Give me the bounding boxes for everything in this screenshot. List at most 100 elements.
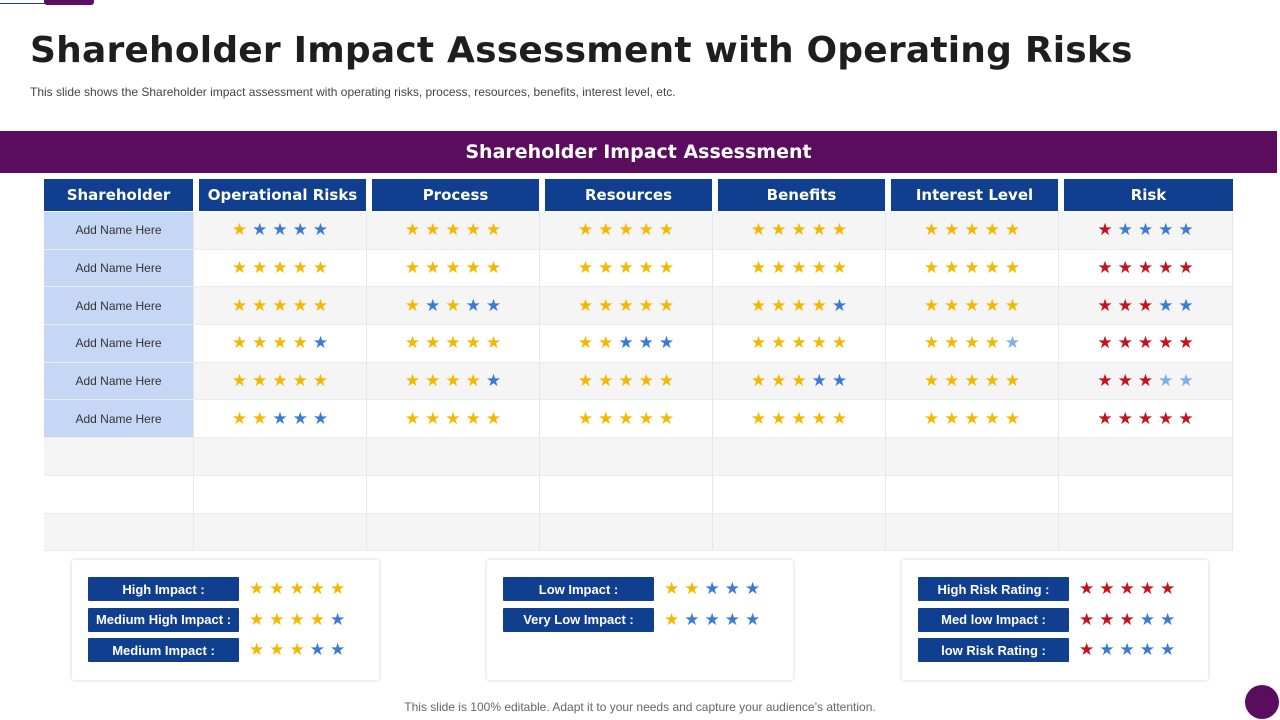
star-icon: ★ bbox=[1117, 258, 1138, 278]
legend-stars: ★★★★★ bbox=[1079, 610, 1180, 630]
shareholder-name[interactable]: Add Name Here bbox=[44, 325, 194, 362]
star-icon: ★ bbox=[984, 333, 1005, 353]
star-icon: ★ bbox=[964, 295, 985, 315]
star-icon: ★ bbox=[445, 295, 466, 315]
star-icon: ★ bbox=[1117, 408, 1138, 428]
star-icon: ★ bbox=[984, 258, 1005, 278]
shareholder-name[interactable]: Add Name Here bbox=[44, 287, 194, 325]
rating-cell: ★ ★ ★ ★ ★ bbox=[1059, 212, 1233, 249]
star-icon: ★ bbox=[1117, 371, 1138, 391]
star-icon: ★ bbox=[272, 408, 293, 428]
star-icon: ★ bbox=[704, 579, 725, 598]
table-row: Add Name Here ★ ★ ★ ★ ★ ★ ★ ★ ★ ★ ★ ★ ★ ★ ★ ★ ★ ★ ★ ★ ★ ★ ★ ★ ★ ★ ★… bbox=[44, 325, 1233, 363]
empty-cell bbox=[44, 513, 194, 551]
star-icon: ★ bbox=[944, 333, 965, 353]
rating-cell: ★ ★ ★ ★ ★ bbox=[713, 287, 886, 325]
star-icon: ★ bbox=[1117, 333, 1138, 353]
star-icon: ★ bbox=[638, 333, 659, 353]
star-icon: ★ bbox=[1079, 640, 1100, 659]
star-icon: ★ bbox=[771, 371, 792, 391]
star-icon: ★ bbox=[1099, 609, 1120, 629]
rating-cell: ★ ★ ★ ★ ★ bbox=[540, 362, 713, 400]
star-icon: ★ bbox=[923, 371, 945, 391]
star-icon: ★ bbox=[923, 333, 945, 353]
star-icon: ★ bbox=[791, 408, 812, 428]
star-icon: ★ bbox=[249, 609, 270, 629]
star-icon: ★ bbox=[1178, 371, 1199, 391]
rating-cell: ★ ★ ★ ★ ★ bbox=[1059, 400, 1233, 438]
star-icon: ★ bbox=[1119, 579, 1140, 598]
star-icon: ★ bbox=[831, 220, 853, 240]
star-icon: ★ bbox=[425, 258, 446, 278]
star-icon: ★ bbox=[465, 408, 486, 428]
star-icon: ★ bbox=[664, 609, 685, 629]
star-icon: ★ bbox=[425, 371, 446, 391]
column-header: Risk bbox=[1064, 179, 1233, 211]
star-icon: ★ bbox=[771, 220, 792, 240]
rating-cell: ★ ★ ★ ★ ★ bbox=[886, 212, 1059, 249]
rating-cell: ★ ★ ★ ★ ★ bbox=[367, 325, 540, 362]
star-icon: ★ bbox=[811, 333, 832, 353]
table-row: Add Name Here ★ ★ ★ ★ ★ ★ ★ ★ ★ ★ ★ ★ ★ ★ ★ ★ ★ ★ ★ ★ ★ ★ ★ ★ ★ ★ ★… bbox=[44, 400, 1233, 439]
legend-stars: ★★★★★ bbox=[249, 579, 350, 599]
star-icon: ★ bbox=[292, 408, 313, 428]
star-icon: ★ bbox=[330, 609, 351, 629]
shareholder-name[interactable]: Add Name Here bbox=[44, 249, 194, 287]
empty-cell bbox=[194, 513, 367, 551]
star-icon: ★ bbox=[269, 579, 290, 598]
rating-cell: ★ ★ ★ ★ ★ bbox=[713, 400, 886, 438]
shareholder-name[interactable]: Add Name Here bbox=[44, 212, 194, 249]
star-icon: ★ bbox=[811, 220, 832, 240]
star-icon: ★ bbox=[598, 408, 619, 428]
shareholder-name[interactable]: Add Name Here bbox=[44, 362, 194, 400]
star-icon: ★ bbox=[1139, 609, 1160, 629]
star-icon: ★ bbox=[445, 258, 466, 278]
star-icon: ★ bbox=[231, 258, 253, 278]
rating-cell: ★ ★ ★ ★ ★ bbox=[1059, 249, 1233, 287]
star-icon: ★ bbox=[404, 408, 426, 428]
top-accent-line bbox=[0, 3, 48, 4]
legend-stars: ★★★★★ bbox=[249, 610, 350, 630]
empty-cell bbox=[1059, 513, 1233, 551]
star-icon: ★ bbox=[485, 220, 507, 240]
star-icon: ★ bbox=[312, 371, 334, 391]
star-icon: ★ bbox=[231, 333, 253, 353]
star-icon: ★ bbox=[831, 371, 853, 391]
shareholder-name[interactable]: Add Name Here bbox=[44, 400, 194, 438]
star-icon: ★ bbox=[1178, 333, 1199, 353]
star-icon: ★ bbox=[252, 333, 273, 353]
star-icon: ★ bbox=[289, 579, 310, 598]
star-icon: ★ bbox=[292, 258, 313, 278]
legend-item: High Risk Rating : ★★★★★ bbox=[918, 577, 1180, 601]
empty-cell bbox=[540, 513, 713, 551]
star-icon: ★ bbox=[964, 220, 985, 240]
star-icon: ★ bbox=[252, 258, 273, 278]
table-row-empty bbox=[44, 438, 1233, 476]
star-icon: ★ bbox=[425, 408, 446, 428]
star-icon: ★ bbox=[811, 371, 832, 391]
star-icon: ★ bbox=[272, 258, 293, 278]
star-icon: ★ bbox=[923, 220, 945, 240]
star-icon: ★ bbox=[1004, 258, 1026, 278]
star-icon: ★ bbox=[272, 371, 293, 391]
star-icon: ★ bbox=[771, 258, 792, 278]
legend-item: Very Low Impact : ★★★★★ bbox=[503, 607, 765, 632]
star-icon: ★ bbox=[684, 609, 705, 629]
star-icon: ★ bbox=[252, 220, 273, 240]
rating-cell: ★ ★ ★ ★ ★ bbox=[367, 362, 540, 400]
star-icon: ★ bbox=[1099, 579, 1120, 598]
legend-risk: High Risk Rating : ★★★★★ Med low Impact : ★… bbox=[902, 560, 1208, 680]
star-icon: ★ bbox=[618, 371, 639, 391]
rating-cell: ★ ★ ★ ★ ★ bbox=[367, 212, 540, 249]
star-icon: ★ bbox=[1004, 408, 1026, 428]
star-icon: ★ bbox=[231, 295, 253, 315]
table-body: Add Name Here ★ ★ ★ ★ ★ ★ ★ ★ ★ ★ ★ ★ ★ ★ ★ ★ ★ ★ ★ ★ ★ ★ ★ ★ ★ ★ ★… bbox=[44, 212, 1233, 552]
empty-cell bbox=[540, 475, 713, 513]
star-icon: ★ bbox=[465, 295, 486, 315]
star-icon: ★ bbox=[269, 609, 290, 629]
legend-stars: ★★★★★ bbox=[664, 610, 765, 630]
star-icon: ★ bbox=[1004, 333, 1026, 353]
table-row: Add Name Here ★ ★ ★ ★ ★ ★ ★ ★ ★ ★ ★ ★ ★ ★ ★ ★ ★ ★ ★ ★ ★ ★ ★ ★ ★ ★ ★… bbox=[44, 362, 1233, 401]
star-icon: ★ bbox=[618, 295, 639, 315]
empty-cell bbox=[886, 475, 1059, 513]
